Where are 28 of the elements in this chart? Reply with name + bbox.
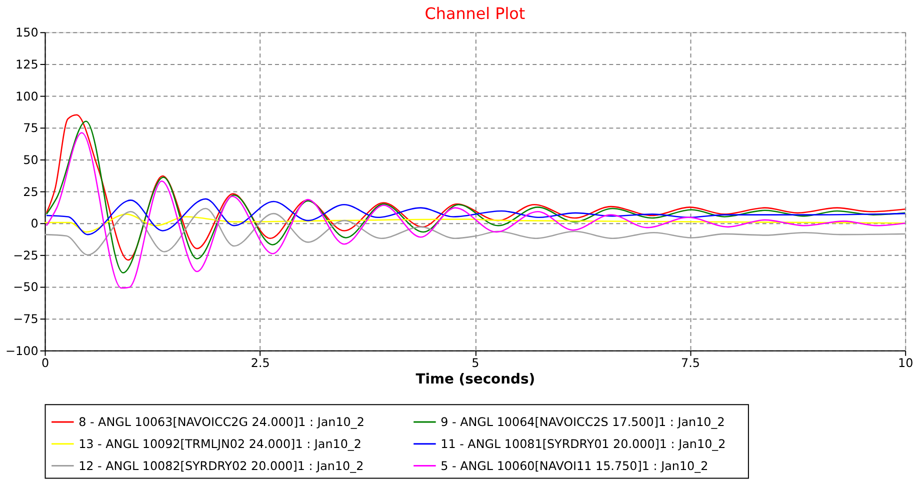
x-tick-label: 2.5 bbox=[250, 356, 270, 370]
y-tick-label: −100 bbox=[6, 344, 38, 358]
y-tick-label: 75 bbox=[23, 121, 38, 136]
y-tick-label: −50 bbox=[13, 280, 38, 294]
legend-label: 5 - ANGL 10060[NAVOI11 15.750]1 : Jan10_2 bbox=[440, 458, 708, 473]
legend-label: 11 - ANGL 10081[SYRDRY01 20.000]1 : Jan10_2 bbox=[440, 436, 726, 451]
y-tick-label: 0 bbox=[30, 216, 38, 231]
y-tick-label: 150 bbox=[16, 26, 38, 40]
legend-label: 8 - ANGL 10063[NAVOICC2G 24.000]1 : Jan10_2 bbox=[78, 415, 364, 430]
line-series bbox=[44, 214, 906, 233]
line-series bbox=[44, 208, 906, 256]
legend-label: 12 - ANGL 10082[SYRDRY02 20.000]1 : Jan10_2 bbox=[78, 458, 364, 473]
chart-title: Channel Plot bbox=[424, 4, 526, 24]
legend-label: 9 - ANGL 10064[NAVOICC2S 17.500]1 : Jan10_2 bbox=[440, 415, 725, 430]
x-tick-label: 7.5 bbox=[681, 356, 700, 370]
y-tick-label: 50 bbox=[23, 152, 38, 167]
x-tick-label: 10 bbox=[898, 356, 914, 370]
line-series bbox=[46, 132, 906, 289]
y-tick-label: 25 bbox=[23, 184, 38, 199]
x-tick-label: 5 bbox=[472, 356, 480, 370]
line-series bbox=[46, 198, 906, 236]
legend-label: 13 - ANGL 10092[TRMLJN02 24.000]1 : Jan10_2 bbox=[78, 436, 362, 451]
y-tick-label: 100 bbox=[16, 89, 38, 104]
y-tick-label: −75 bbox=[13, 312, 38, 326]
y-tick-label: 125 bbox=[16, 57, 38, 72]
y-tick-label: −25 bbox=[13, 248, 38, 262]
x-tick-label: 0 bbox=[41, 356, 50, 370]
x-axis-title: Time (seconds) bbox=[416, 372, 536, 388]
